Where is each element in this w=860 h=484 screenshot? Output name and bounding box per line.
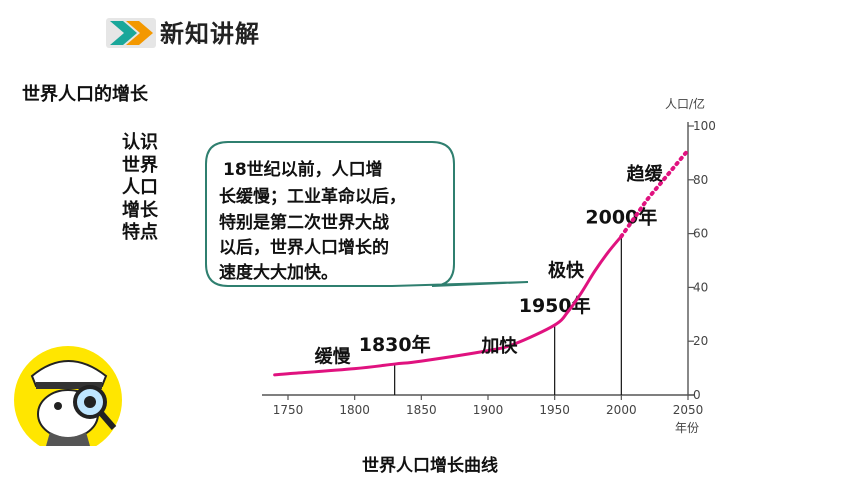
header-arrow-icon [106, 18, 156, 48]
x-tick-label: 1900 [473, 403, 504, 417]
y-tick-label: 40 [693, 280, 708, 294]
y-axis-label: 人口/亿 [665, 96, 705, 111]
stage-label: 缓慢 [315, 346, 352, 368]
chart-caption: 世界人口增长曲线 [362, 456, 498, 476]
series-line [619, 148, 690, 239]
x-tick-label: 1950 [539, 403, 570, 417]
x-tick-label: 1800 [339, 403, 370, 417]
y-tick-label: 20 [693, 334, 708, 348]
y-tick-label: 60 [693, 227, 708, 241]
series-line [273, 234, 623, 377]
stage-label: 加快 [480, 335, 518, 357]
callout-line: 18世纪以前，人口增 [223, 159, 383, 180]
callout-line: 特别是第二次世界大战 [219, 212, 389, 233]
callout-line: 速度大大加快。 [219, 262, 338, 283]
detective-icon [10, 336, 130, 454]
stage-label: 极快 [548, 260, 585, 282]
year-annotation: 1950年 [519, 294, 591, 317]
x-tick-label: 1850 [406, 403, 437, 417]
section-title: 世界人口的增长 [22, 84, 148, 105]
x-tick-label: 2000 [606, 403, 637, 417]
callout-line: 长缓慢；工业革命以后， [219, 186, 406, 207]
y-tick-label: 100 [693, 119, 716, 133]
y-tick-label: 80 [693, 173, 708, 187]
stage-label: 趋缓 [627, 163, 664, 185]
year-annotation: 2000年 [585, 205, 657, 228]
page-title: 新知讲解 [160, 20, 260, 48]
y-tick-label: 0 [693, 388, 701, 402]
x-tick-label: 2050 [673, 403, 704, 417]
year-annotation: 1830年 [359, 333, 431, 356]
callout-bubble [205, 141, 529, 287]
callout-line: 以后，世界人口增长的 [219, 237, 389, 258]
x-axis-label: 年份 [675, 421, 699, 435]
vertical-label: 认识世界人口增长特点 [122, 132, 158, 243]
x-tick-label: 1750 [273, 403, 304, 417]
